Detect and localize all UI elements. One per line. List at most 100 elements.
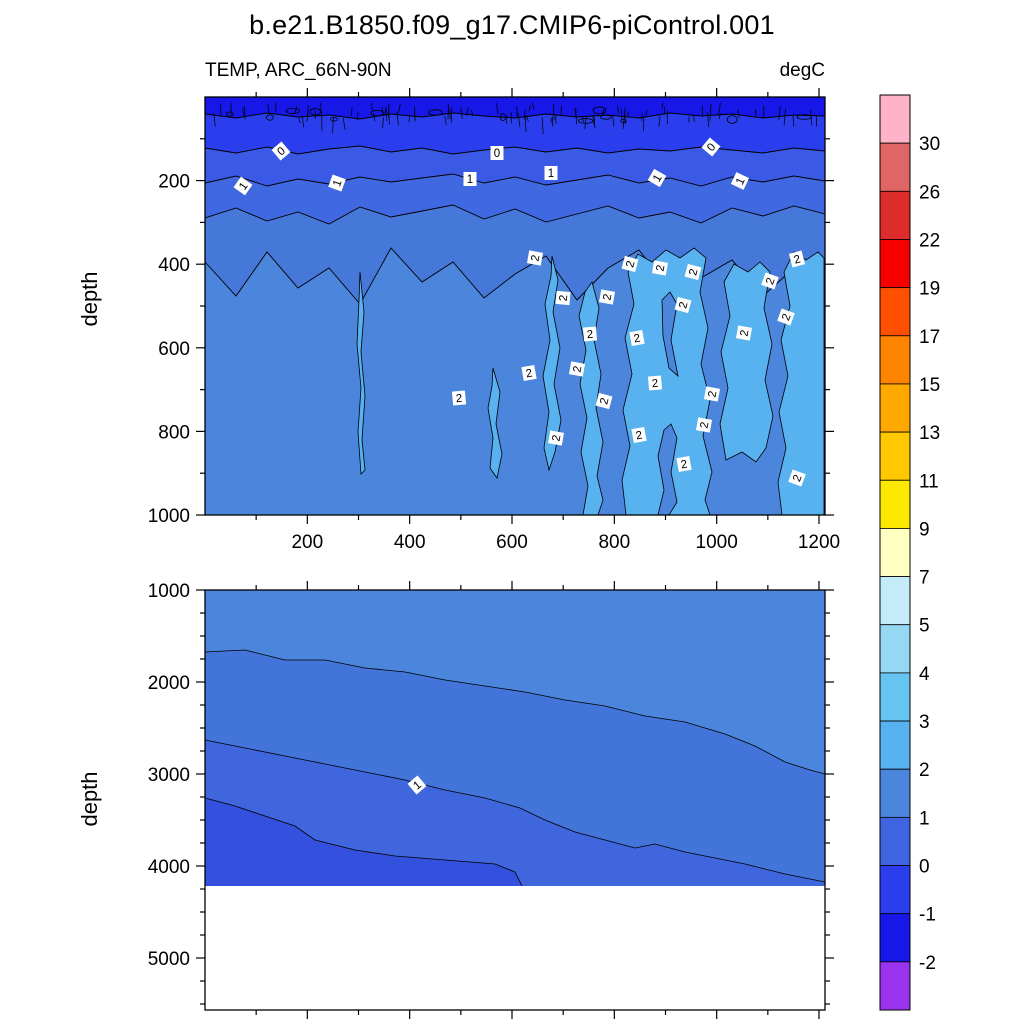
svg-text:2: 2 xyxy=(558,294,571,301)
contour-label: 1 xyxy=(544,166,558,180)
contour-label: 2 xyxy=(788,250,806,268)
tick-label: 1000 xyxy=(696,532,738,553)
plot-title: b.e21.B1850.f09_g17.CMIP6-piControl.001 xyxy=(249,10,775,40)
tick-label: 4000 xyxy=(148,857,190,878)
lower-contour-labels: 1 xyxy=(407,775,427,795)
contour-label: 2 xyxy=(568,361,586,377)
svg-text:2: 2 xyxy=(655,264,668,272)
svg-text:2: 2 xyxy=(687,268,700,277)
colorbar-cell xyxy=(879,142,911,192)
tick-label: 800 xyxy=(158,422,190,443)
svg-text:2: 2 xyxy=(780,312,793,322)
svg-text:2: 2 xyxy=(793,253,802,266)
colorbar-label: 30 xyxy=(919,134,940,155)
colorbar-cell xyxy=(879,913,911,963)
svg-text:2: 2 xyxy=(680,459,688,472)
colorbar-cell xyxy=(879,961,911,1011)
colorbar-cell xyxy=(879,624,911,674)
svg-text:2: 2 xyxy=(635,430,643,443)
tick-label: 600 xyxy=(158,339,190,360)
colorbar-cell xyxy=(879,335,911,385)
tick-label: 1000 xyxy=(148,581,190,602)
contour-label: 2 xyxy=(651,260,669,276)
colorbar-cell xyxy=(879,287,911,337)
colorbar-label: 5 xyxy=(919,616,930,637)
colorbar-label: -1 xyxy=(919,905,936,926)
contour-label: 2 xyxy=(451,390,467,406)
contour-label: 1 xyxy=(407,775,427,795)
svg-text:1: 1 xyxy=(651,173,665,185)
contour-label: 1 xyxy=(328,174,346,192)
contour-label: 2 xyxy=(761,272,779,290)
svg-text:2: 2 xyxy=(633,333,641,346)
colorbar-cell xyxy=(879,383,911,433)
contour-label: 2 xyxy=(631,426,647,444)
tick-label: 800 xyxy=(598,532,630,553)
contour-label: 0 xyxy=(271,141,291,161)
contour-label: 2 xyxy=(547,430,565,446)
contour-label: 1 xyxy=(730,172,750,190)
tick-label: 400 xyxy=(158,255,190,276)
contour-label: 2 xyxy=(582,326,598,342)
contour-label: 2 xyxy=(521,364,537,382)
colorbar-label: 3 xyxy=(919,712,930,733)
svg-text:2: 2 xyxy=(530,254,543,262)
surface-contour-crowding xyxy=(213,102,817,135)
colorbar-label: 9 xyxy=(919,519,930,540)
svg-text:2: 2 xyxy=(764,276,777,286)
colorbar xyxy=(879,94,911,1011)
colorbar-cell xyxy=(879,720,911,770)
tick-label: 600 xyxy=(496,532,528,553)
contour-label: 2 xyxy=(598,289,616,305)
svg-text:2: 2 xyxy=(624,260,637,269)
colorbar-cell xyxy=(879,865,911,915)
colorbar-label: 26 xyxy=(919,182,940,203)
svg-text:1: 1 xyxy=(467,174,473,186)
contour-label: 0 xyxy=(490,146,504,160)
colorbar-label: 22 xyxy=(919,230,940,251)
tick-label: 400 xyxy=(394,532,426,553)
contour-label: 2 xyxy=(595,392,613,410)
contour-label: 0 xyxy=(701,137,721,157)
colorbar-cell xyxy=(879,239,911,289)
svg-text:1: 1 xyxy=(548,168,554,180)
tick-label: 200 xyxy=(291,532,323,553)
svg-text:2: 2 xyxy=(677,301,690,310)
colorbar-cell xyxy=(879,768,911,818)
svg-text:2: 2 xyxy=(791,473,804,483)
contour-label: 1 xyxy=(647,168,667,188)
svg-text:2: 2 xyxy=(707,390,720,398)
lower-panel-field xyxy=(205,590,825,887)
contour-label: 2 xyxy=(674,296,692,314)
svg-text:1: 1 xyxy=(331,178,344,188)
contour-label: 2 xyxy=(695,417,713,433)
colorbar-cell xyxy=(879,576,911,626)
svg-text:2: 2 xyxy=(525,368,533,381)
svg-text:2: 2 xyxy=(455,393,462,406)
contour-label: 2 xyxy=(629,329,645,347)
colorbar-label: 1 xyxy=(919,808,930,829)
tick-label: 3000 xyxy=(148,765,190,786)
tick-label: 5000 xyxy=(148,949,190,970)
contour-label: 2 xyxy=(526,250,544,266)
colorbar-labels: 30 26 22 19 17 15 13 11 9 7 5 4 3 2 1 0 -1 -2 xyxy=(919,134,940,974)
contour-label: 2 xyxy=(735,325,753,341)
tick-label: 1200 xyxy=(798,532,840,553)
svg-text:2: 2 xyxy=(572,365,585,373)
colorbar-cell xyxy=(879,479,911,529)
contour-label: 2 xyxy=(788,469,806,487)
upper-subtitle-right: degC xyxy=(779,60,825,81)
colorbar-label: 4 xyxy=(919,664,930,685)
contour-label: 2 xyxy=(684,263,702,281)
tick-label: 200 xyxy=(158,172,190,193)
colorbar-label: 11 xyxy=(919,471,939,492)
colorbar-cell xyxy=(879,816,911,866)
svg-text:1: 1 xyxy=(734,176,748,187)
svg-text:2: 2 xyxy=(586,329,593,342)
svg-text:2: 2 xyxy=(602,293,615,301)
